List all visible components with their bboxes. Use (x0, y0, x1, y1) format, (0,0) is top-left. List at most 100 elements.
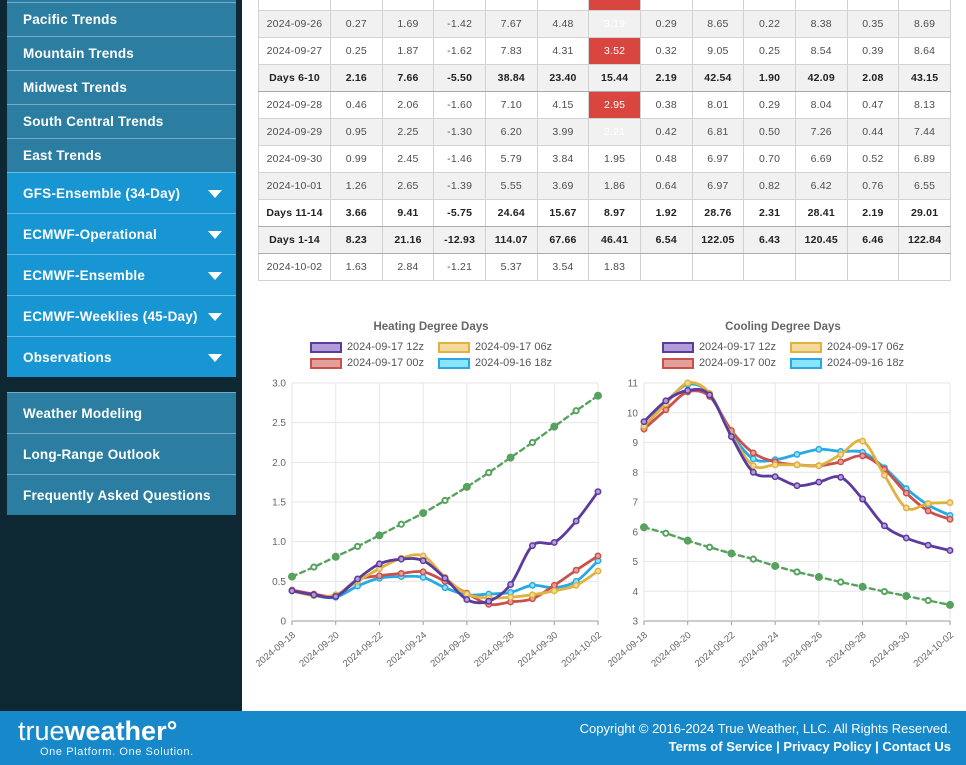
cell-value (330, 0, 383, 11)
sidebar-item[interactable]: South Central Trends (7, 104, 236, 138)
cell-value: 0.25 (330, 37, 383, 65)
svg-text:2024-09-20: 2024-09-20 (649, 630, 693, 670)
legend-swatch (790, 341, 822, 353)
svg-text:9: 9 (632, 438, 638, 449)
cell-value: 3.84 (536, 145, 590, 173)
cell-value: 0.38 (639, 91, 693, 119)
row-date: Days 6-10 (258, 64, 331, 92)
cell-value: 21.16 (381, 226, 435, 254)
legend-label: 2024-09-17 00z (346, 357, 424, 369)
footer-link[interactable]: Terms of Service (668, 739, 773, 754)
sidebar-item[interactable]: Midwest Trends (7, 70, 236, 104)
legend-item[interactable]: 2024-09-17 06z (790, 341, 904, 353)
sidebar-item[interactable]: ECMWF-Operational (7, 213, 236, 254)
cell-value: 23.40 (536, 64, 590, 92)
cell-value (898, 253, 951, 281)
cell-value: -1.42 (433, 10, 486, 38)
cell-value: 42.09 (794, 64, 848, 92)
table-row: 2024-09-30 0.99 2.45 -1.46 5.79 3.84 1.95 0.48 6… (258, 145, 951, 173)
footer-link[interactable]: Privacy Policy (783, 739, 872, 754)
logo-main: weather (64, 716, 167, 746)
cell-value: 6.54 (639, 226, 693, 254)
svg-text:2024-09-30: 2024-09-30 (868, 630, 912, 670)
sidebar-item-label: Long-Range Outlook (23, 446, 161, 462)
table-row: Days 6-10 2.16 7.66 -5.50 38.84 23.40 15.44 2.1… (258, 64, 951, 92)
cell-value: 1.69 (381, 10, 435, 38)
cell-value: 28.76 (691, 199, 745, 227)
legend-swatch (309, 357, 342, 369)
cell-value: 42.54 (691, 64, 745, 92)
svg-text:2024-09-18: 2024-09-18 (256, 630, 298, 670)
sidebar-item[interactable]: Observations (7, 336, 236, 377)
legend-item[interactable]: 2024-09-16 18z (790, 357, 904, 369)
sidebar-item[interactable]: ECMWF-Weeklies (45-Day) (7, 295, 236, 336)
legend-item[interactable]: 2024-09-17 06z (438, 341, 552, 353)
cell-value (794, 0, 848, 11)
cell-value: 38.84 (484, 64, 538, 92)
cell-value: 6.55 (898, 172, 951, 200)
svg-text:2024-09-22: 2024-09-22 (693, 630, 737, 670)
sidebar-item-label: Weather Modeling (23, 405, 143, 421)
cell-value: 0.27 (330, 10, 383, 38)
logo-degree-icon: ° (166, 716, 178, 746)
row-date: 2024-09-27 (258, 37, 331, 65)
sidebar-item[interactable]: Frequently Asked Questions (7, 474, 236, 515)
cell-value: 28.41 (794, 199, 848, 227)
legend-item[interactable]: 2024-09-17 00z (661, 357, 776, 369)
sidebar-item[interactable]: ECMWF-Ensemble (7, 254, 236, 295)
sidebar-item[interactable]: East Trends (7, 138, 236, 172)
svg-text:2024-09-18: 2024-09-18 (608, 630, 650, 670)
cell-value: 3.19 (588, 10, 641, 38)
sidebar-item-label: GFS-Ensemble (34-Day) (23, 185, 181, 201)
row-date: 2024-10-02 (258, 253, 331, 281)
cell-value: 1.95 (588, 145, 641, 173)
sidebar-item-label: ECMWF-Operational (23, 226, 157, 242)
cell-value: 8.04 (794, 91, 848, 119)
cell-value: 0.29 (743, 91, 796, 119)
cell-value: 0.39 (846, 37, 900, 65)
svg-text:2024-09-26: 2024-09-26 (428, 630, 472, 670)
cell-value: 9.05 (691, 37, 745, 65)
cell-value (743, 253, 796, 281)
svg-text:2024-09-30: 2024-09-30 (516, 630, 560, 670)
cell-value: -1.30 (433, 118, 486, 146)
legend-item[interactable]: 2024-09-16 18z (438, 357, 552, 369)
cell-value: 9.41 (381, 199, 435, 227)
cell-value: 46.41 (588, 226, 641, 254)
cell-value: 7.10 (484, 91, 538, 119)
cell-value: 0.44 (846, 118, 900, 146)
legend-item[interactable]: 2024-09-17 00z (309, 357, 424, 369)
table-body: 2024-09-26 0.27 1.69 -1.42 7.67 4.48 3.19 0.29 8… (258, 0, 951, 281)
sidebar-item[interactable]: GFS-Ensemble (34-Day) (7, 172, 236, 213)
footer-link[interactable]: Contact Us (882, 739, 951, 754)
cell-value (846, 253, 900, 281)
legend-item[interactable]: 2024-09-17 12z (309, 341, 424, 353)
table-row: 2024-09-28 0.46 2.06 -1.60 7.10 4.15 2.95 0.38 8… (258, 91, 951, 119)
svg-text:2.5: 2.5 (272, 418, 286, 429)
legend-item[interactable]: 2024-09-17 12z (661, 341, 776, 353)
charts-row: Heating Degree Days 2024-09-17 12z 2024-0… (256, 321, 958, 683)
chevron-down-icon (208, 313, 222, 321)
cell-value: 0.32 (639, 37, 693, 65)
cell-value: 114.07 (484, 226, 538, 254)
chevron-down-icon (208, 231, 222, 239)
svg-text:3: 3 (632, 617, 638, 628)
cell-value: 2.08 (846, 64, 900, 92)
sidebar-section: Weather Modeling Long-Range Outlook Freque… (7, 392, 236, 515)
trueweather-logo: trueweather° (18, 718, 177, 745)
svg-text:1.5: 1.5 (272, 498, 286, 509)
cell-value: 43.15 (898, 64, 951, 92)
cell-value: 2.65 (381, 172, 435, 200)
cell-value: 5.79 (484, 145, 538, 173)
sidebar-item[interactable]: Mountain Trends (7, 36, 236, 70)
sidebar-item[interactable]: Weather Modeling (7, 392, 236, 433)
legend-swatch (661, 341, 694, 353)
sidebar-item[interactable]: Long-Range Outlook (7, 433, 236, 474)
cell-value: 0.47 (846, 91, 900, 119)
table-row: 2024-10-01 1.26 2.65 -1.39 5.55 3.69 1.86 0.64 6… (258, 172, 951, 200)
cell-value: -1.46 (433, 145, 486, 173)
svg-text:2024-10-02: 2024-10-02 (912, 630, 956, 670)
sidebar-item[interactable]: Pacific Trends (7, 2, 236, 36)
sidebar-item-label: ECMWF-Ensemble (23, 267, 146, 283)
